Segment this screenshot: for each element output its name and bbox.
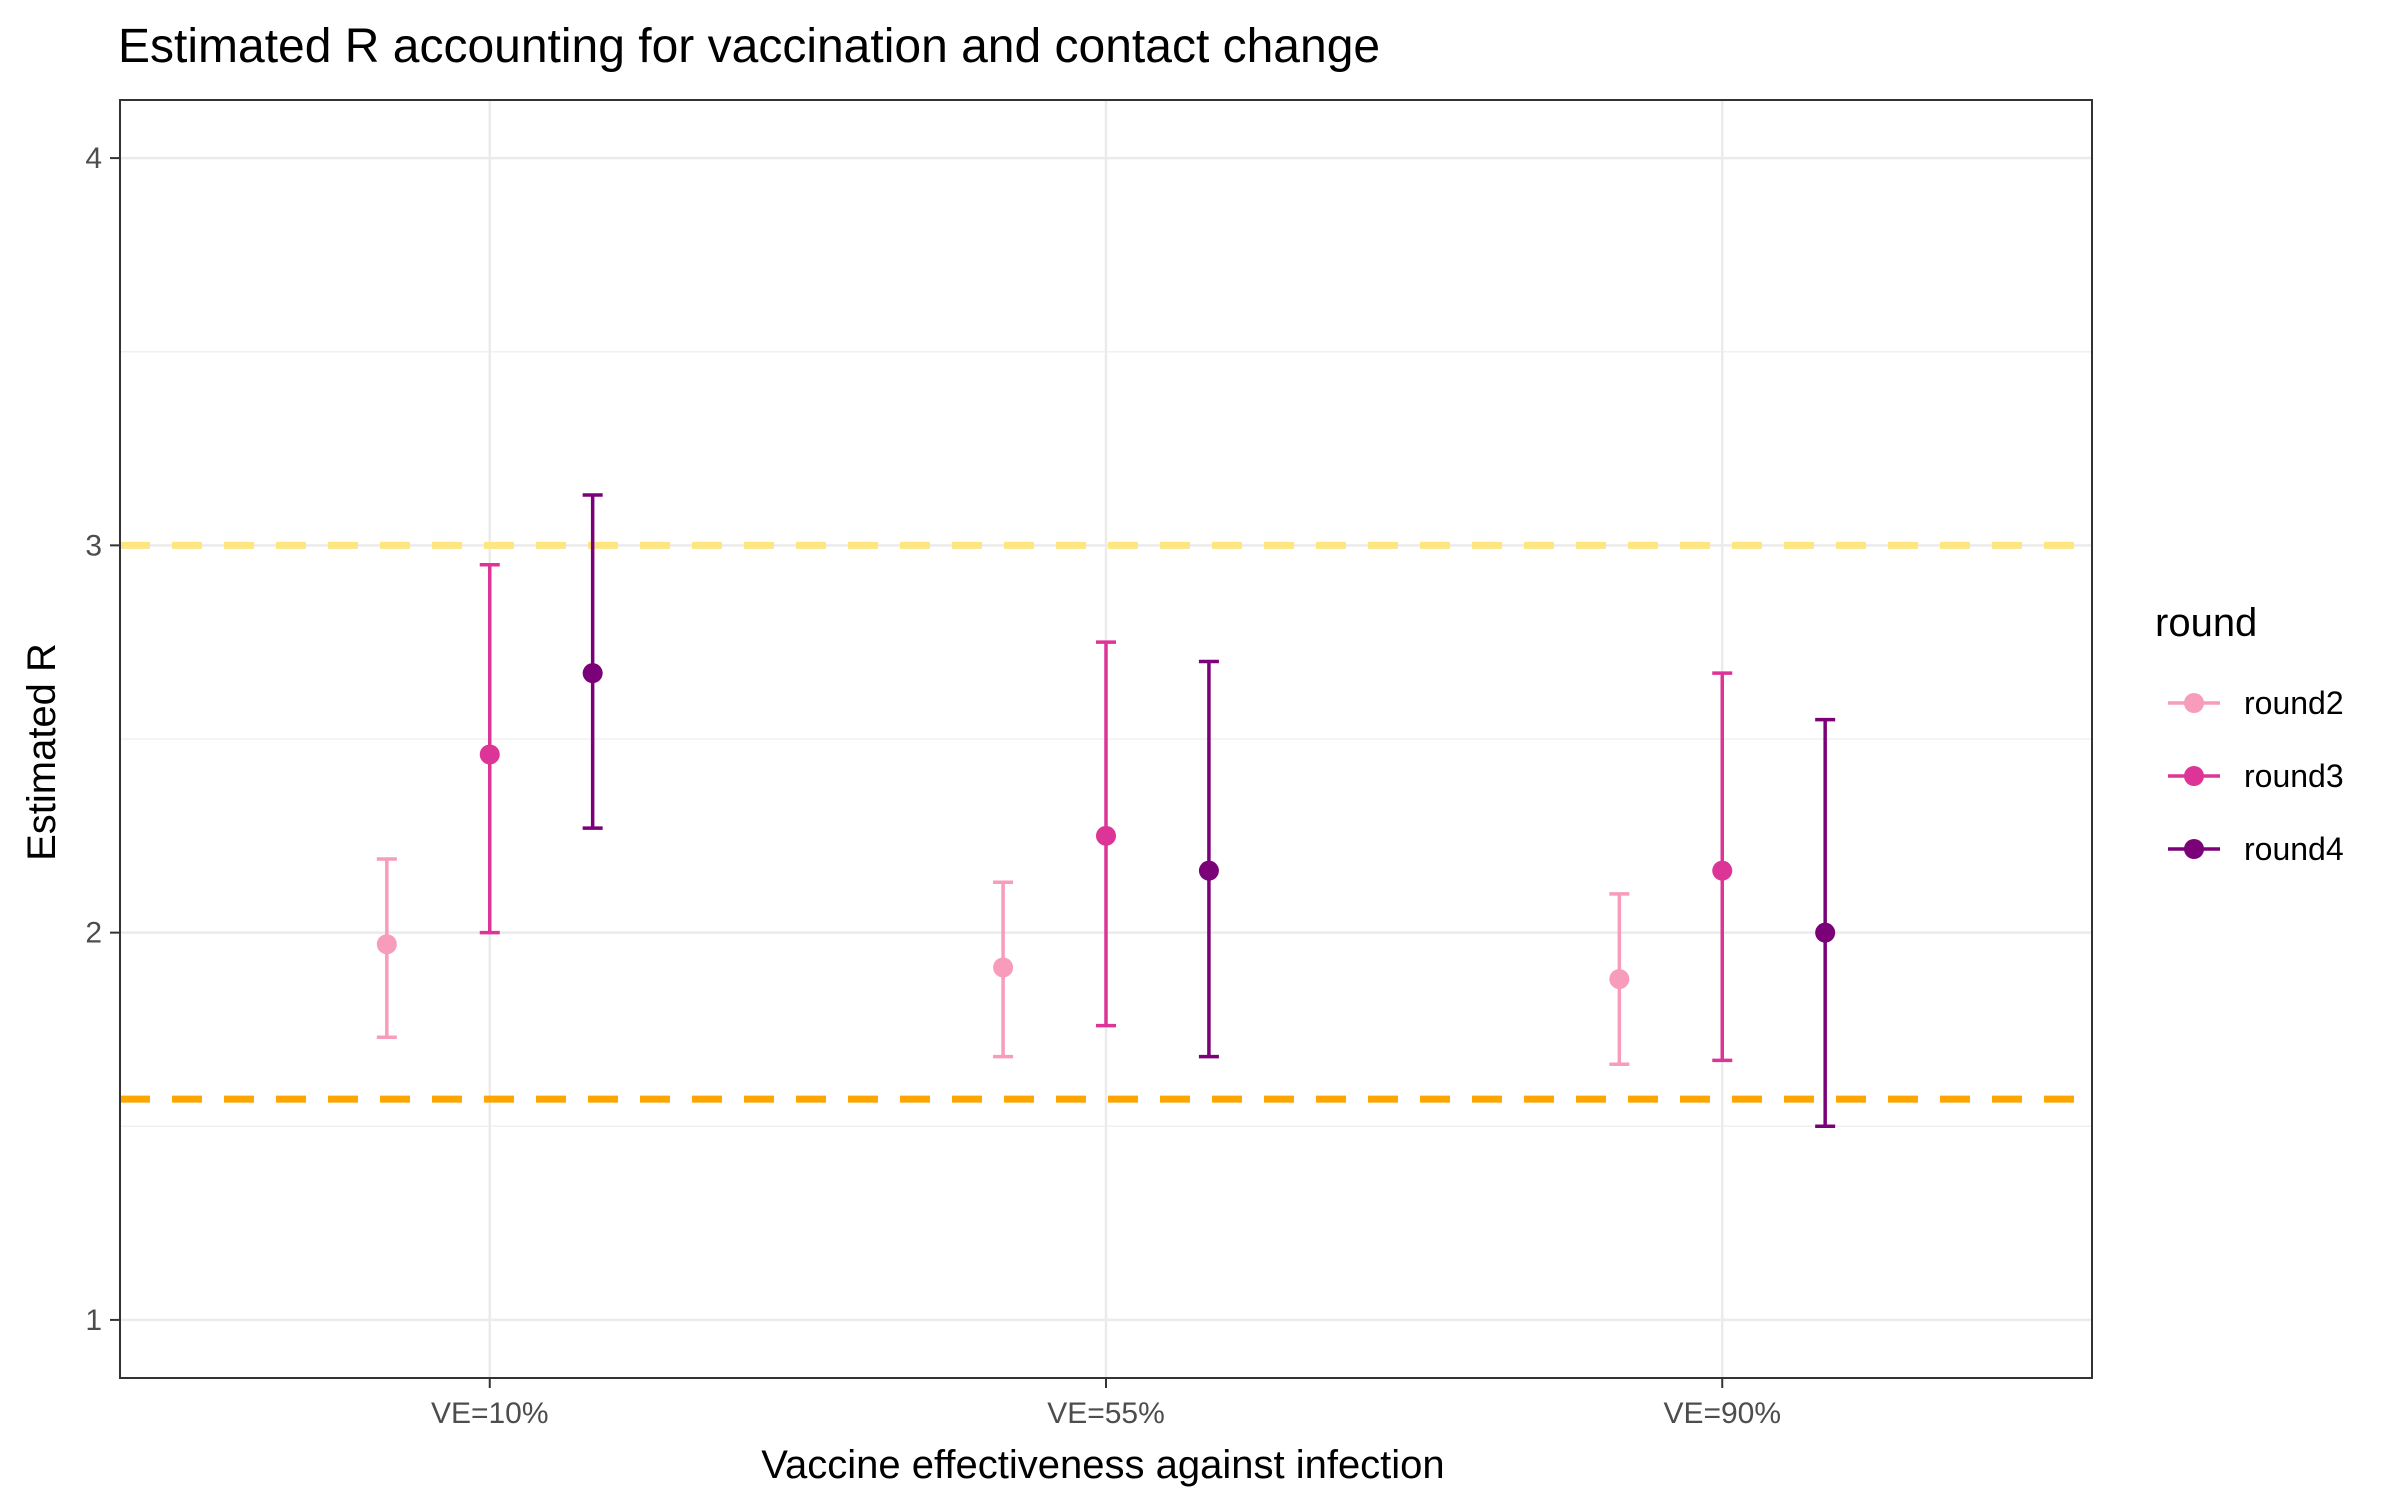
x-tick-label: VE=90% [1663,1397,1781,1430]
x-axis-title: Vaccine effectiveness against infection [761,1443,1444,1487]
legend-title: round [2155,601,2257,645]
x-tick-label: VE=55% [1047,1397,1165,1430]
y-axis-title: Estimated R [20,643,64,861]
data-point [1609,969,1630,990]
data-point [376,934,397,955]
legend-label: round3 [2244,758,2344,794]
chart-title: Estimated R accounting for vaccination a… [118,20,1380,73]
legend-key-point [2184,839,2204,859]
y-tick-label: 4 [85,142,102,175]
data-point [1096,825,1116,846]
data-point [1712,860,1733,881]
y-tick-label: 2 [85,917,102,950]
series-round2 [376,857,1630,1067]
data-point [1198,860,1219,881]
data-point [479,744,500,765]
data-point [582,663,603,684]
data-point [1815,922,1836,943]
legend: round round2 round3 round4 [2155,601,2344,867]
legend-item-round2: round2 [2168,685,2344,721]
legend-key-point [2184,693,2204,713]
legend-item-round4: round4 [2168,831,2344,867]
legend-item-round3: round3 [2168,758,2344,794]
series-round4 [582,493,1836,1129]
plot-area: 1 2 3 4 VE=10% VE=55% VE=90% [85,99,2093,1430]
legend-key-point [2184,766,2204,786]
series-round3 [479,562,1733,1063]
y-tick-label: 1 [85,1304,102,1337]
legend-label: round2 [2244,685,2344,721]
data-point [993,957,1014,978]
y-tick-label: 3 [85,529,102,562]
legend-label: round4 [2244,831,2344,867]
x-tick-label: VE=10% [431,1397,549,1430]
